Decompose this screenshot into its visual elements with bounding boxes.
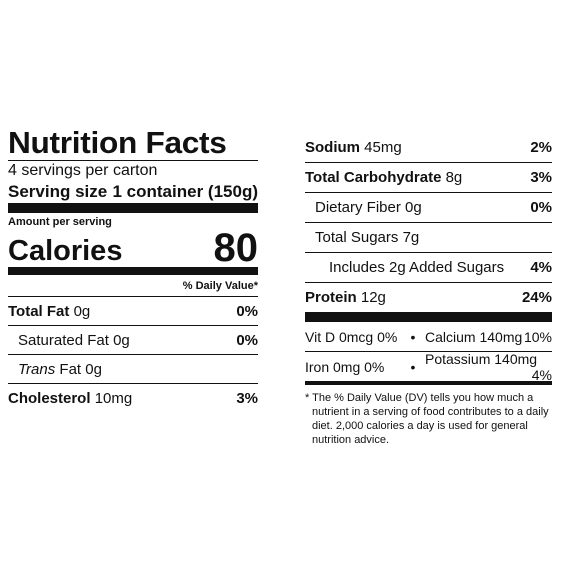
nutrient-amount: 0g <box>113 331 130 349</box>
nutrient-dv: 0% <box>236 302 258 320</box>
vitamin-d: Vit D 0mcg 0% <box>305 328 398 345</box>
footnote: * The % Daily Value (DV) tells you how m… <box>305 392 549 446</box>
nutrient-amount: 7g <box>402 229 420 246</box>
calories-row: Calories 80 <box>8 226 259 270</box>
vitamin-dv: 4% <box>531 366 552 383</box>
calcium: Calcium 140mg 10% <box>425 329 552 345</box>
bullet: • <box>410 358 416 375</box>
nutrient-name: Dietary Fiber <box>315 199 401 216</box>
nutrient-row-dietary-fiber: Dietary Fiber 0g 0% <box>305 193 552 223</box>
nutrient-dv: 3% <box>530 169 552 186</box>
nutrient-name: Sodium <box>305 139 360 156</box>
nutrient-name: Saturated Fat <box>18 331 109 349</box>
nutrient-name: Total Fat <box>8 302 70 320</box>
serving-size-row: Serving size 1 container (150g) <box>8 181 258 203</box>
nutrient-name: Protein <box>305 289 357 306</box>
nutrient-dv: 4% <box>530 259 552 276</box>
serving-size-value: 1 container (150g) <box>112 182 259 201</box>
nutrient-name: Cholesterol <box>8 389 91 407</box>
nutrition-facts-left-panel: Nutrition Facts 4 servings per carton Se… <box>8 126 258 412</box>
nutrient-name: Total Sugars <box>315 229 399 246</box>
nutrient-amount: 8g <box>445 169 463 186</box>
thick-rule-2 <box>8 267 258 275</box>
nutrient-row-protein: Protein 12g 24% <box>305 283 552 312</box>
vitamin-row: Vit D 0mcg 0% • Calcium 140mg 10% <box>305 322 552 352</box>
title-rule <box>8 160 258 161</box>
nutrient-name-italic: Trans <box>18 360 56 378</box>
nutrient-row-total-sugars: Total Sugars 7g <box>305 223 552 253</box>
nutrient-row-cholesterol: Cholesterol 10mg 3% <box>8 384 258 412</box>
vitamin-row: Iron 0mg 0% • Potassium 140mg 4% <box>305 351 552 383</box>
iron: Iron 0mg 0% <box>305 358 385 375</box>
nutrient-dv: 3% <box>236 389 258 407</box>
calories-label: Calories <box>8 235 123 267</box>
label-title: Nutrition Facts <box>8 125 227 160</box>
nutrient-amount: 45mg <box>364 139 402 156</box>
nutrient-row-total-carbohydrate: Total Carbohydrate 8g 3% <box>305 163 552 193</box>
nutrient-dv: 24% <box>521 289 552 306</box>
nutrient-name: Includes 2g Added Sugars <box>329 259 505 276</box>
thick-rule-1 <box>8 203 258 213</box>
nutrition-facts-right-panel: Sodium 45mg 2% Total Carbohydrate 8g 3% … <box>305 133 552 447</box>
potassium: Potassium 140mg 4% <box>425 351 552 383</box>
nutrient-dv: 0% <box>236 331 258 349</box>
daily-value-header: % Daily Value* <box>182 280 258 292</box>
vitamin-name: Potassium 140mg <box>425 350 538 367</box>
thick-rule-3 <box>305 312 552 322</box>
serving-size-label: Serving size <box>8 182 108 201</box>
vitamin-name: Calcium 140mg <box>425 328 523 345</box>
nutrient-amount: 0g <box>405 199 422 216</box>
nutrient-dv: 2% <box>530 139 552 156</box>
nutrient-name: Total Carbohydrate <box>305 169 442 186</box>
servings-per-container: 4 servings per carton <box>8 162 158 179</box>
calories-value: 80 <box>213 226 259 270</box>
vitamin-dv: 10% <box>523 328 552 345</box>
nutrient-amount: 10mg <box>94 389 133 407</box>
nutrient-dv: 0% <box>530 199 552 216</box>
nutrient-name: Fat <box>59 360 82 378</box>
nutrient-row-added-sugars: Includes 2g Added Sugars 4% <box>305 253 552 283</box>
nutrient-row-total-fat: Total Fat 0g 0% <box>8 297 258 326</box>
amount-per-serving: Amount per serving <box>8 216 112 228</box>
nutrient-amount: 0g <box>85 360 102 378</box>
bullet: • <box>410 328 416 345</box>
nutrient-row-sodium: Sodium 45mg 2% <box>305 133 552 163</box>
nutrient-amount: 12g <box>360 289 386 306</box>
nutrient-row-trans-fat: Trans Fat 0g <box>8 355 258 384</box>
nutrient-row-saturated-fat: Saturated Fat 0g 0% <box>8 326 258 355</box>
nutrient-amount: 0g <box>73 302 91 320</box>
footnote-rule <box>305 381 552 385</box>
dv-rule <box>8 296 258 297</box>
